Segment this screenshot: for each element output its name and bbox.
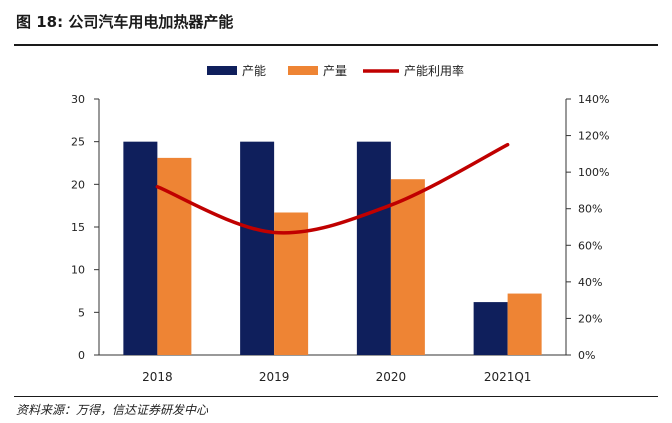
x-tick-label: 2018 [142,370,173,384]
x-tick-label: 2021Q1 [484,370,532,384]
bar-capacity [473,302,508,355]
legend-swatch [207,66,237,75]
right-tick-label: 100% [578,166,609,179]
right-tick-label: 40% [578,276,602,289]
left-tick-label: 10 [71,264,85,277]
bar-capacity [356,141,391,355]
bar-line-chart: 0 5 10 15 20 25 30 0% 20% 40% 60% 80% 100% 120% 140% 20… [71,63,609,384]
legend-label: 产能 [242,64,266,78]
bar-capacity [123,141,158,355]
bar-output [274,212,309,355]
chart-area: 0 5 10 15 20 25 30 0% 20% 40% 60% 80% 100% 120% 140% 20… [0,46,672,390]
left-tick-label: 25 [71,136,85,149]
left-tick-label: 5 [78,306,85,319]
bar-output [507,293,542,355]
left-tick-label: 0 [78,349,85,362]
x-tick-label: 2019 [259,370,290,384]
right-tick-label: 120% [578,130,609,143]
right-tick-label: 80% [578,203,602,216]
figure-header: 图 18: 公司汽车用电加热器产能 [14,0,658,46]
legend-label: 产量 [323,64,347,78]
left-tick-label: 20 [71,178,85,191]
legend-swatch [288,66,318,75]
bar-capacity [240,141,275,355]
right-tick-label: 0% [578,349,595,362]
x-tick-label: 2020 [376,370,407,384]
figure-footer: 资料来源：万得，信达证券研发中心 [14,396,658,419]
left-tick-label: 15 [71,221,85,234]
left-tick-label: 30 [71,93,85,106]
bar-output [390,179,425,355]
right-tick-label: 60% [578,239,602,252]
figure-source: 资料来源：万得，信达证券研发中心 [16,403,209,417]
right-tick-label: 20% [578,312,602,325]
legend-label: 产能利用率 [404,63,464,78]
utilization-line [155,142,510,235]
right-tick-label: 140% [578,93,609,106]
figure-title: 图 18: 公司汽车用电加热器产能 [16,13,234,31]
